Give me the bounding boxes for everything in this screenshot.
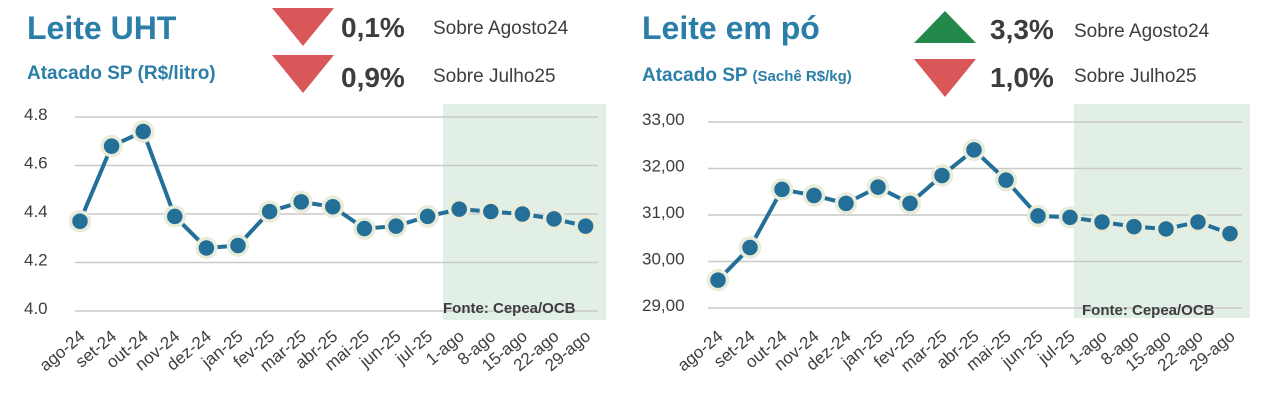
data-point	[1090, 210, 1114, 234]
y-tick-label: 4.8	[24, 105, 48, 124]
data-point	[163, 205, 187, 228]
data-point	[770, 178, 794, 201]
data-point	[574, 214, 597, 238]
subtitle-text: Atacado SP	[642, 65, 748, 86]
data-point	[1154, 217, 1178, 241]
y-tick-label: 32,00	[642, 157, 685, 176]
source-note: Fonte: Cepea/OCB	[1082, 302, 1215, 319]
data-point	[706, 268, 730, 292]
data-point	[1026, 204, 1050, 228]
data-point	[447, 197, 471, 221]
data-point	[258, 200, 281, 223]
y-tick-label: 29,00	[642, 296, 685, 315]
data-point	[1122, 215, 1146, 238]
y-tick-label: 33,00	[642, 110, 685, 129]
indicator-value: 0,1%	[341, 12, 405, 43]
y-tick-label: 4.2	[24, 251, 48, 270]
up-triangle-icon	[914, 11, 976, 43]
data-point	[353, 217, 376, 240]
indicator-label: Sobre Julho25	[433, 66, 556, 87]
data-point	[511, 202, 534, 226]
data-point	[479, 200, 503, 223]
data-point	[930, 164, 954, 187]
data-point	[289, 190, 313, 214]
indicator-label: Sobre Agosto24	[1074, 21, 1210, 42]
data-point	[195, 236, 218, 260]
data-point	[994, 168, 1018, 192]
data-point	[131, 120, 155, 143]
line-chart-leite-uht: 4.04.24.44.64.8ago-24set-24out-24nov-24d…	[24, 104, 606, 376]
data-point	[962, 138, 986, 162]
data-point	[1218, 222, 1242, 245]
data-point	[866, 175, 890, 199]
chart-panel-leite-uht: Leite UHT Atacado SP (R$/litro) 0,1% Sob…	[0, 0, 620, 401]
data-point	[1186, 210, 1210, 234]
y-tick-label: 30,00	[642, 250, 685, 269]
chart-title: Leite em pó	[642, 10, 820, 46]
subtitle-unit: (Sachê R$/kg)	[752, 68, 852, 85]
chart-subtitle: Atacado SP (R$/litro)	[27, 63, 216, 85]
data-point	[802, 184, 826, 207]
subtitle-text: Atacado SP (R$/litro)	[27, 63, 216, 84]
data-point	[542, 207, 566, 231]
data-point	[416, 205, 439, 228]
chart-title: Leite UHT	[27, 10, 177, 46]
data-point	[321, 195, 345, 218]
chart-panel-leite-em-po: Leite em pó Atacado SP (Sachê R$/kg) 3,3…	[632, 0, 1263, 401]
indicator-label: Sobre Agosto24	[433, 18, 569, 39]
down-triangle-icon	[272, 55, 334, 93]
y-tick-label: 4.6	[24, 154, 48, 173]
chart-subtitle: Atacado SP (Sachê R$/kg)	[642, 65, 852, 87]
data-point	[100, 134, 123, 158]
indicator-label: Sobre Julho25	[1074, 66, 1197, 87]
indicator-value: 0,9%	[341, 62, 405, 93]
down-triangle-icon	[914, 59, 976, 97]
data-point	[738, 236, 762, 259]
indicator-value: 1,0%	[990, 62, 1054, 93]
y-tick-label: 4.4	[24, 202, 48, 221]
data-point	[1058, 206, 1082, 229]
data-point	[226, 234, 250, 257]
y-tick-label: 4.0	[24, 299, 48, 318]
line-chart-leite-em-po: 29,0030,0031,0032,0033,00ago-24set-24out…	[642, 104, 1250, 376]
source-note: Fonte: Cepea/OCB	[443, 300, 576, 317]
indicator-value: 3,3%	[990, 14, 1054, 45]
data-point	[834, 192, 858, 215]
data-point	[68, 210, 92, 233]
data-point	[898, 192, 922, 215]
y-tick-label: 31,00	[642, 203, 685, 222]
data-point	[384, 214, 408, 238]
down-triangle-icon	[272, 8, 334, 46]
